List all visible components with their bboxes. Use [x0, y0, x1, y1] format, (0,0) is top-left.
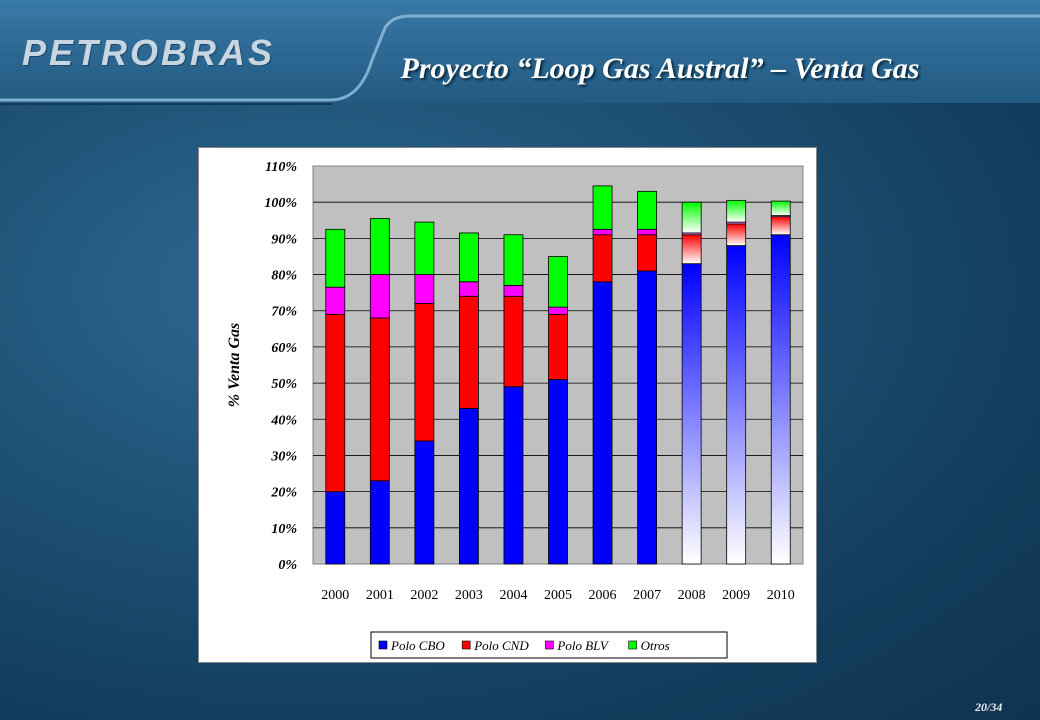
- bar-otros-2000: [325, 228, 346, 288]
- legend-label-cnd: Polo CND: [473, 638, 529, 653]
- bar-cbo-2002: [414, 440, 435, 565]
- y-axis-label: % Venta Gas: [226, 323, 243, 407]
- y-tick-label: 40%: [270, 413, 297, 428]
- x-tick-label: 2001: [366, 588, 394, 603]
- bar-otros-2010: [770, 200, 791, 216]
- bar-otros-2008: [681, 201, 702, 234]
- bar-cbo-2005: [548, 379, 568, 565]
- bar-cbo-2010: [770, 234, 791, 565]
- bar-cbo-2004: [503, 386, 524, 565]
- bar-cnd-2007: [637, 234, 657, 272]
- bar-blv-2007: [637, 228, 657, 236]
- y-tick-label: 90%: [271, 232, 297, 247]
- x-tick-label: 2009: [722, 588, 750, 603]
- bar-cbo-2000: [325, 491, 346, 565]
- petrobras-logo: PETROBRAS: [22, 32, 276, 73]
- bar-otros-2005: [548, 256, 568, 308]
- bar-cnd-2004: [503, 295, 524, 388]
- bar-cbo-2001: [369, 480, 390, 565]
- y-tick-label: 0%: [278, 558, 297, 573]
- x-tick-label: 2003: [455, 588, 483, 603]
- bar-cbo-2006: [592, 281, 613, 565]
- bar-blv-2002: [414, 274, 435, 304]
- bar-cbo-2003: [459, 408, 479, 565]
- x-tick-label: 2010: [767, 588, 795, 603]
- bar-cbo-2009: [726, 245, 747, 565]
- bar-otros-2006: [592, 185, 613, 230]
- bar-blv-2004: [503, 284, 524, 297]
- y-tick-label: 50%: [271, 377, 297, 392]
- bar-cnd-2002: [414, 303, 435, 442]
- bar-cbo-2008: [681, 263, 702, 565]
- stacked-bar-chart: 0% 10% 20% 30% 40% 50% 60% 70% 80% 90% 100% 110% 20…: [226, 160, 804, 659]
- legend-swatch-otros: [628, 640, 637, 650]
- legend: Polo CBO Polo CND Polo BLV Otros: [370, 631, 728, 659]
- bar-cnd-2001: [369, 317, 390, 482]
- bar-otros-2004: [503, 234, 524, 286]
- x-tick-label: 2007: [633, 588, 661, 603]
- x-tick-label: 2002: [410, 588, 438, 603]
- legend-swatch-cbo: [378, 640, 388, 650]
- y-tick-label: 80%: [271, 269, 297, 284]
- bar-cnd-2003: [459, 295, 479, 409]
- legend-label-otros: Otros: [641, 638, 670, 653]
- y-tick-label: 20%: [270, 486, 297, 501]
- y-tick-labels: 0% 10% 20% 30% 40% 50% 60% 70% 80% 90% 100% 110%: [264, 160, 297, 573]
- x-tick-label: 2005: [544, 588, 572, 603]
- x-tick-label: 2008: [678, 588, 706, 603]
- bar-blv-2005: [548, 306, 568, 315]
- bar-blv-2006: [592, 228, 613, 236]
- bar-cnd-2005: [548, 313, 568, 380]
- bar-cnd-2006: [592, 234, 613, 283]
- y-tick-label: 30%: [270, 449, 297, 464]
- y-tick-label: 110%: [265, 160, 297, 175]
- header-curve: [0, 14, 1040, 105]
- bar-blv-2003: [459, 281, 479, 297]
- bar-otros-2009: [726, 199, 747, 223]
- legend-swatch-blv: [545, 640, 554, 650]
- y-tick-label: 10%: [271, 522, 297, 537]
- page-title: Proyecto “Loop Gas Austral” – Venta Gas: [400, 52, 920, 85]
- bar-otros-2003: [459, 232, 479, 283]
- legend-swatch-cnd: [461, 640, 471, 650]
- bar-otros-2007: [637, 190, 657, 230]
- bar-cnd-2010: [770, 216, 791, 236]
- bar-otros-2002: [414, 221, 435, 275]
- bar-blv-2000: [325, 286, 346, 315]
- chart-container: 0% 10% 20% 30% 40% 50% 60% 70% 80% 90% 100% 110% 20…: [198, 147, 817, 663]
- page-number: 20/34: [975, 700, 1003, 714]
- x-tick-labels: 2000 2001 2002 2003 2004 2005 2006 2007 2008 2009…: [321, 588, 794, 603]
- x-tick-label: 2006: [589, 588, 617, 603]
- bar-cnd-2009: [726, 223, 747, 246]
- y-tick-label: 100%: [264, 196, 297, 211]
- x-tick-label: 2004: [499, 588, 527, 603]
- bar-otros-2001: [369, 218, 390, 275]
- bar-cbo-2007: [637, 270, 657, 565]
- legend-label-cbo: Polo CBO: [390, 638, 445, 653]
- bar-cnd-2008: [681, 234, 702, 265]
- x-tick-label: 2000: [321, 588, 349, 603]
- legend-label-blv: Polo BLV: [556, 638, 609, 653]
- header-band: PETROBRAS Proyecto “Loop Gas Austral” – …: [0, 0, 1040, 105]
- bar-cnd-2000: [325, 313, 346, 493]
- y-tick-label: 70%: [271, 305, 297, 320]
- y-tick-label: 60%: [271, 341, 297, 356]
- bar-blv-2001: [369, 274, 390, 319]
- bars: [325, 185, 791, 565]
